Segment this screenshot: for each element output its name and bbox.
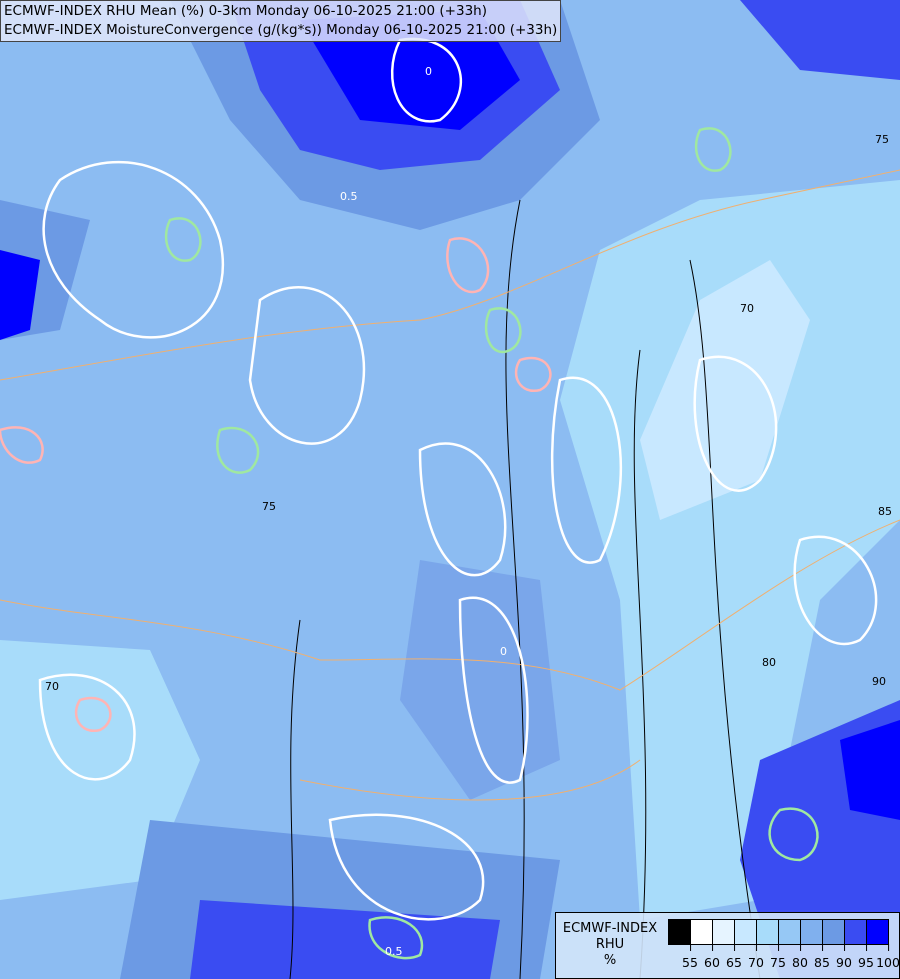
color-legend: ECMWF-INDEX RHU % 55 60 65 70 75 80 85 90 95 100 <box>555 912 900 979</box>
legend-tick: 95 <box>858 944 874 970</box>
legend-swatch <box>779 920 801 944</box>
contour-label: 0 <box>500 645 507 658</box>
legend-tick: 100 <box>876 944 900 970</box>
isoline-label: 75 <box>875 133 889 146</box>
isoline <box>689 259 761 979</box>
legend-tick: 75 <box>770 944 786 970</box>
legend-tick: 90 <box>836 944 852 970</box>
rhu-region-90-ne <box>740 0 900 80</box>
legend-tick: 55 <box>682 944 698 970</box>
convergence-contour <box>42 160 224 339</box>
convergence-contour <box>248 286 366 445</box>
moisture-positive-contour <box>216 426 260 474</box>
contour-label: 0.5 <box>385 945 403 958</box>
legend-swatch <box>801 920 823 944</box>
convergence-contour <box>693 355 778 492</box>
convergence-contour <box>550 376 623 564</box>
isoline <box>633 349 647 979</box>
isoline <box>289 619 301 979</box>
rhu-region-95-se <box>840 720 900 820</box>
isoline-label: 75 <box>262 500 276 513</box>
legend-swatch <box>669 920 691 944</box>
contour-label: 0 <box>425 65 432 78</box>
legend-swatch <box>691 920 713 944</box>
legend-swatch <box>735 920 757 944</box>
legend-model: ECMWF-INDEX <box>562 921 658 936</box>
legend-title: ECMWF-INDEX RHU % <box>558 921 662 969</box>
legend-variable: RHU <box>595 937 625 952</box>
legend-tick: 60 <box>704 944 720 970</box>
moisture-positive-contour <box>768 807 819 862</box>
legend-swatch <box>845 920 867 944</box>
isoline-label: 90 <box>872 675 886 688</box>
convergence-contour <box>418 442 507 577</box>
isoline-label: 70 <box>740 302 754 315</box>
contour-label: 0.5 <box>340 190 358 203</box>
moisture-negative-contour <box>514 356 552 393</box>
legend-tick: 70 <box>748 944 764 970</box>
legend-swatch <box>867 920 888 944</box>
map-title: ECMWF-INDEX RHU Mean (%) 0-3km Monday 06… <box>0 0 562 42</box>
isoline-label: 70 <box>45 680 59 693</box>
moisture-positive-contour <box>694 127 732 172</box>
convergence-contour <box>328 813 485 921</box>
moisture-positive-contour <box>164 217 202 262</box>
moisture-negative-contour <box>74 696 112 733</box>
title-line-moisture: ECMWF-INDEX MoistureConvergence (g/(kg*s… <box>4 22 558 38</box>
country-border <box>0 519 900 691</box>
moisture-negative-contour <box>446 237 490 294</box>
legend-swatch <box>823 920 845 944</box>
convergence-contour <box>458 596 529 784</box>
legend-tick: 85 <box>814 944 830 970</box>
moisture-positive-contour <box>484 307 522 354</box>
isoline-label: 80 <box>762 656 776 669</box>
moisture-negative-contour <box>0 426 44 464</box>
rhu-region-95-west <box>0 250 40 340</box>
isoline <box>505 199 525 979</box>
isoline-label: 85 <box>878 505 892 518</box>
legend-tick: 80 <box>792 944 808 970</box>
moisture-positive-contour <box>368 916 424 960</box>
legend-swatches <box>668 919 889 945</box>
rhu-region-85-center <box>400 560 560 800</box>
convergence-contour <box>390 37 463 123</box>
country-border <box>0 169 900 381</box>
legend-swatch <box>713 920 735 944</box>
rhu-region-lighter <box>640 260 810 520</box>
convergence-contour <box>38 673 136 781</box>
legend-tick: 65 <box>726 944 742 970</box>
convergence-contour <box>793 535 878 646</box>
legend-swatch <box>757 920 779 944</box>
legend-ticks: 55 60 65 70 75 80 85 90 95 100 <box>668 944 900 977</box>
legend-unit: % <box>603 953 617 968</box>
country-border <box>299 759 641 801</box>
title-line-rhu: ECMWF-INDEX RHU Mean (%) 0-3km Monday 06… <box>4 3 487 19</box>
